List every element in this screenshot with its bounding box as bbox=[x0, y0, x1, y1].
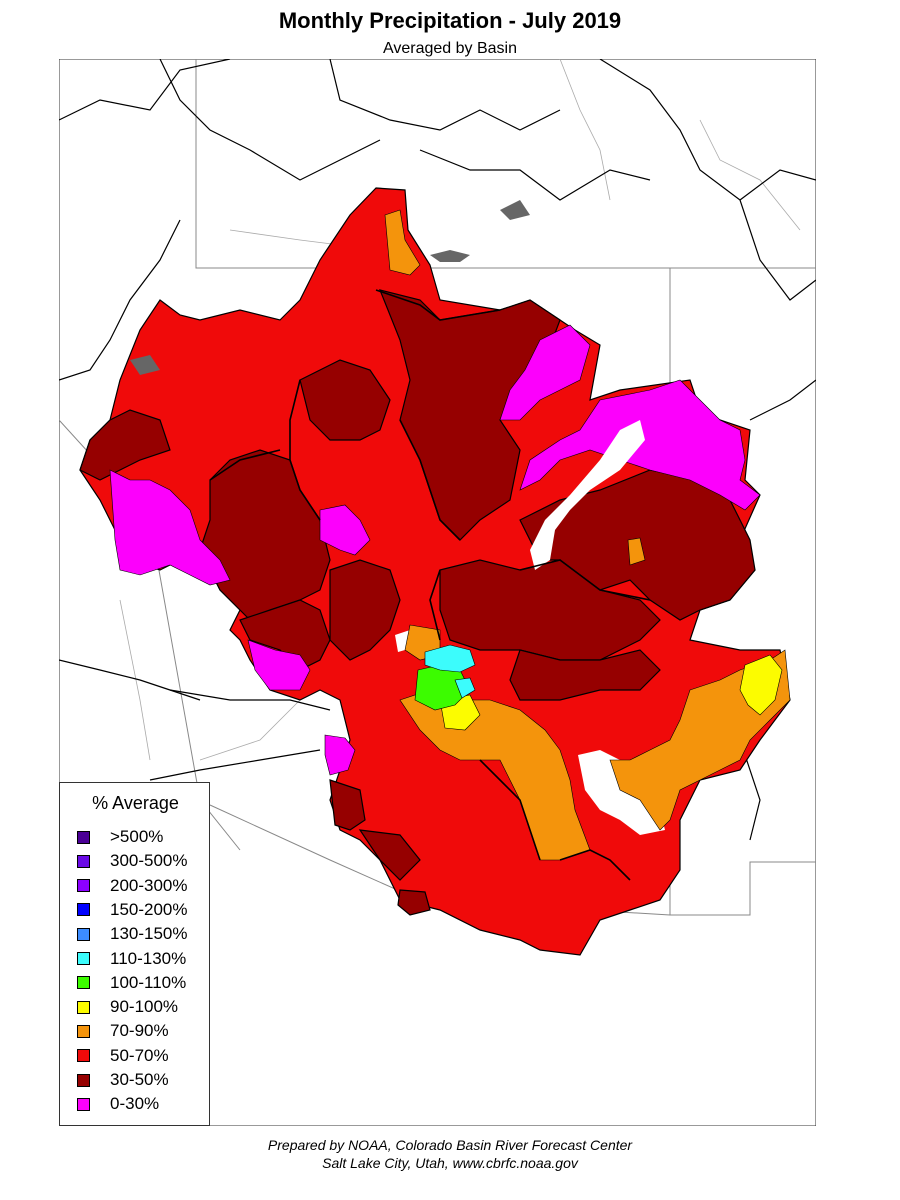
map-title: Monthly Precipitation - July 2019 bbox=[278, 8, 622, 33]
legend-label: >500% bbox=[110, 827, 164, 846]
precip-region-30-50 bbox=[79, 289, 756, 916]
legend-label: 110-130% bbox=[110, 948, 187, 968]
legend-swatch bbox=[77, 1097, 90, 1111]
legend-swatch bbox=[77, 830, 90, 844]
legend-swatch bbox=[77, 903, 90, 917]
legend-label: 200-300% bbox=[110, 875, 188, 895]
legend-item: 0-30% bbox=[77, 1093, 159, 1115]
legend-swatch bbox=[77, 927, 90, 941]
legend-label: 90-100% bbox=[110, 997, 179, 1017]
legend-item: 100-110% bbox=[77, 972, 186, 994]
legend-item: >500% bbox=[77, 826, 163, 848]
legend-swatch bbox=[77, 879, 90, 893]
legend-item: 130-150% bbox=[77, 923, 188, 945]
basin-outlines bbox=[59, 59, 816, 841]
legend-item: 150-200% bbox=[77, 899, 188, 921]
legend-swatch bbox=[77, 976, 90, 990]
legend-label: 100-110% bbox=[110, 972, 187, 992]
legend-swatch bbox=[77, 1000, 90, 1014]
legend-label: 130-150% bbox=[110, 924, 188, 944]
legend-item: 70-90% bbox=[77, 1020, 169, 1042]
legend-item: 300-500% bbox=[77, 850, 188, 872]
precip-region-110-130 bbox=[424, 644, 476, 699]
legend-title: % Average bbox=[92, 793, 179, 813]
legend-item: 30-50% bbox=[77, 1069, 169, 1091]
lakes bbox=[130, 200, 530, 375]
legend-swatch bbox=[77, 1073, 90, 1087]
legend-label: 50-70% bbox=[110, 1045, 169, 1065]
legend-swatch bbox=[77, 1024, 90, 1038]
legend-item: 200-300% bbox=[77, 875, 188, 897]
legend-label: 70-90% bbox=[110, 1021, 169, 1041]
credit-line-1: Prepared by NOAA, Colorado Basin River F… bbox=[267, 1137, 633, 1153]
legend-swatch bbox=[77, 952, 90, 965]
legend-label: 0-30% bbox=[110, 1094, 160, 1114]
major-basin-boundaries bbox=[209, 289, 651, 881]
legend-item: 50-70% bbox=[77, 1045, 169, 1067]
legend-item: 110-130% bbox=[77, 948, 186, 970]
legend-label: 30-50% bbox=[110, 1070, 169, 1089]
legend: % Average >500% 300-500% 200-300% 150-200% 1… bbox=[59, 782, 210, 1126]
legend-swatch bbox=[77, 1049, 90, 1063]
legend-label: 300-500% bbox=[110, 851, 188, 871]
legend-item: 90-100% bbox=[77, 996, 178, 1018]
legend-label: 150-200% bbox=[110, 899, 188, 919]
legend-swatch bbox=[77, 854, 90, 868]
credit-line-2: Salt Lake City, Utah, www.cbrfc.noaa.gov bbox=[322, 1155, 578, 1171]
map-subtitle: Averaged by Basin bbox=[382, 40, 517, 57]
